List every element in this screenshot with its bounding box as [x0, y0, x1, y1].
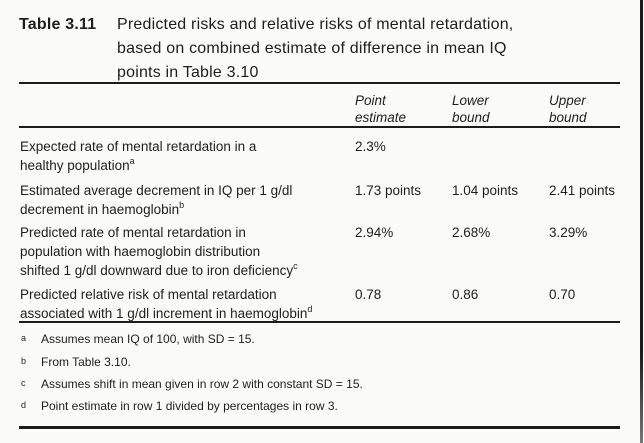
- footnote-marker-a: a: [129, 155, 135, 166]
- cell-lower-bound: 1.04 points: [452, 183, 519, 198]
- row-label: Estimated average decrement in IQ per 1 …: [20, 181, 355, 219]
- row-label-text: Estimated average decrement in IQ per 1 …: [20, 183, 293, 217]
- table-row-predicted-rate: Predicted rate of mental retardation in …: [20, 223, 640, 280]
- row-label-text: Predicted relative risk of mental retard…: [20, 287, 308, 321]
- divider-bottom: [19, 426, 620, 429]
- footnote-c: c Assumes shift in mean given in row 2 w…: [21, 377, 614, 392]
- divider-below-header: [19, 126, 620, 128]
- cell-lower-bound: 2.68%: [452, 225, 491, 240]
- footnote-text: Point estimate in row 1 divided by perce…: [41, 399, 338, 413]
- footnote-text: Assumes mean IQ of 100, with SD = 15.: [41, 332, 255, 346]
- footnote-marker: c: [21, 378, 26, 388]
- footnote-text: From Table 3.10.: [41, 355, 131, 369]
- scan-edge-artifact: [640, 0, 643, 443]
- table-caption-title: Predicted risks and relative risks of me…: [117, 16, 514, 81]
- footnote-text: Assumes shift in mean given in row 2 wit…: [41, 377, 363, 391]
- table-row-expected-rate: Expected rate of mental retardation in a…: [20, 137, 640, 175]
- row-label: Predicted rate of mental retardation in …: [20, 223, 355, 280]
- footnote-marker-c: c: [293, 260, 298, 271]
- table-caption: Table 3.11 Predicted risks and relative …: [19, 13, 614, 85]
- cell-upper-bound: 0.70: [549, 287, 576, 302]
- footnote-d: d Point estimate in row 1 divided by per…: [21, 399, 614, 414]
- footnote-marker: b: [21, 356, 27, 366]
- cell-point-estimate: 2.3%: [355, 139, 386, 154]
- footnote-a: a Assumes mean IQ of 100, with SD = 15.: [21, 332, 614, 347]
- row-label-text: Expected rate of mental retardation in a…: [20, 139, 257, 173]
- column-header-upper-bound: Upper bound: [549, 93, 587, 125]
- cell-lower-bound: 0.86: [452, 287, 479, 302]
- footnote-marker: d: [21, 400, 27, 410]
- divider-below-caption: [19, 82, 620, 84]
- footnote-marker-d: d: [307, 303, 313, 314]
- column-header-lower-bound: Lower bound: [452, 93, 490, 125]
- footnote-marker: a: [21, 333, 27, 343]
- cell-point-estimate: 2.94%: [355, 225, 394, 240]
- footnote-marker-b: b: [179, 199, 185, 210]
- column-header-point-estimate: Point estimate: [355, 93, 407, 125]
- divider-above-footnotes: [19, 321, 620, 323]
- table-header-row: Point estimate Lower bound Upper bound: [20, 92, 640, 126]
- row-label: Expected rate of mental retardation in a…: [20, 137, 355, 175]
- cell-point-estimate: 1.73 points: [355, 183, 422, 198]
- cell-upper-bound: 2.41 points: [549, 183, 616, 198]
- cell-upper-bound: 3.29%: [549, 225, 588, 240]
- cell-point-estimate: 0.78: [355, 287, 382, 302]
- row-label: Predicted relative risk of mental retard…: [20, 285, 355, 323]
- row-label-text: Predicted rate of mental retardation in …: [20, 225, 294, 278]
- table-row-iq-decrement: Estimated average decrement in IQ per 1 …: [20, 181, 640, 219]
- table-caption-number: Table 3.11: [19, 16, 97, 33]
- table-row-relative-risk: Predicted relative risk of mental retard…: [20, 285, 640, 323]
- footnote-b: b From Table 3.10.: [21, 355, 614, 370]
